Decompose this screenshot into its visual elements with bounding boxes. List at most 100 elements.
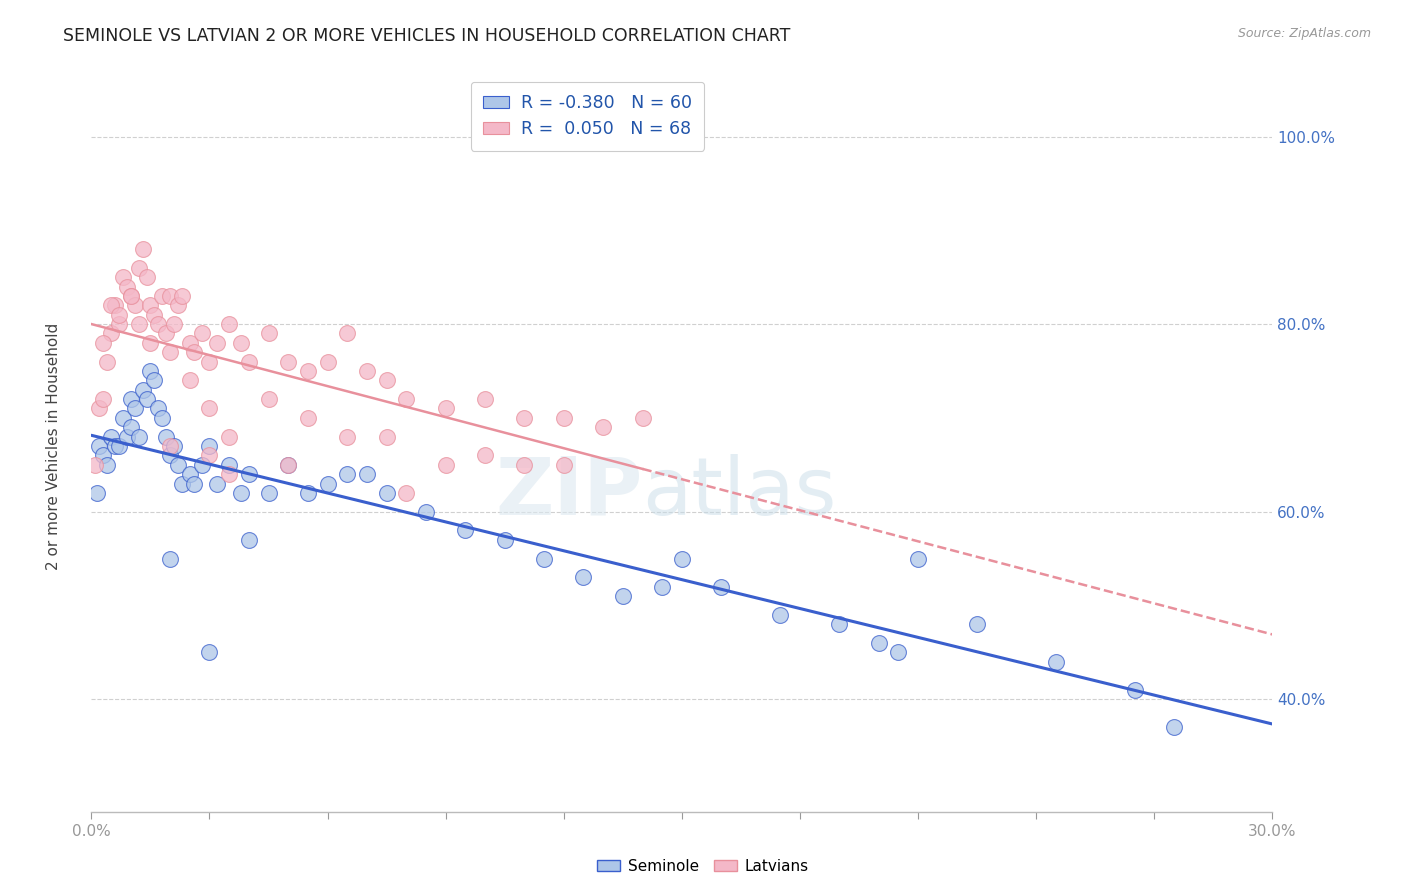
Point [218,429,240,443]
Point [887,645,910,659]
Point [769,607,792,622]
Point [143,373,166,387]
Point [257,326,280,341]
Point [183,476,205,491]
Point [297,410,319,425]
Point [316,476,339,491]
Point [238,354,260,368]
Point [671,551,693,566]
Point [128,429,150,443]
Point [120,289,142,303]
Point [179,467,201,482]
Point [229,486,252,500]
Point [257,486,280,500]
Point [316,354,339,368]
Point [533,551,555,566]
Point [336,429,359,443]
Text: atlas: atlas [643,454,837,532]
Point [148,317,170,331]
Point [139,298,162,312]
Point [159,439,181,453]
Point [207,335,229,350]
Point [1045,655,1067,669]
Point [163,439,186,453]
Text: Source: ZipAtlas.com: Source: ZipAtlas.com [1237,27,1371,40]
Point [135,270,157,285]
Text: SEMINOLE VS LATVIAN 2 OR MORE VEHICLES IN HOUSEHOLD CORRELATION CHART: SEMINOLE VS LATVIAN 2 OR MORE VEHICLES I… [63,27,790,45]
Point [150,289,173,303]
Point [277,354,299,368]
Point [592,420,614,434]
Point [155,326,177,341]
Point [198,449,221,463]
Point [207,476,229,491]
Point [513,410,536,425]
Point [375,373,398,387]
Point [572,570,595,584]
Point [1163,720,1185,734]
Point [91,335,114,350]
Point [115,279,138,293]
Point [198,439,221,453]
Point [1123,682,1146,697]
Point [631,410,654,425]
Point [238,467,260,482]
Point [907,551,929,566]
Point [139,364,162,378]
Point [143,308,166,322]
Point [198,645,221,659]
Point [434,458,457,472]
Point [179,373,201,387]
Point [115,429,138,443]
Point [218,317,240,331]
Point [159,345,181,359]
Point [120,420,142,434]
Point [612,589,634,603]
Point [474,449,496,463]
Point [159,551,181,566]
Legend: R = -0.380   N = 60, R =  0.050   N = 68: R = -0.380 N = 60, R = 0.050 N = 68 [471,82,704,151]
Point [100,298,122,312]
Point [190,326,212,341]
Point [170,476,193,491]
Point [155,429,177,443]
Point [375,429,398,443]
Point [336,326,359,341]
Point [297,486,319,500]
Legend: Seminole, Latvians: Seminole, Latvians [591,853,815,880]
Point [198,354,221,368]
Point [131,242,153,256]
Text: 2 or more Vehicles in Household: 2 or more Vehicles in Household [46,322,60,570]
Point [257,392,280,406]
Point [128,260,150,275]
Point [100,326,122,341]
Point [104,298,127,312]
Point [966,617,988,632]
Point [297,364,319,378]
Point [167,458,190,472]
Point [128,317,150,331]
Point [135,392,157,406]
Point [89,401,111,416]
Point [277,458,299,472]
Point [163,317,186,331]
Point [159,289,181,303]
Point [395,486,418,500]
Point [139,335,162,350]
Point [190,458,212,472]
Point [553,410,575,425]
Point [120,392,142,406]
Point [336,467,359,482]
Point [415,505,437,519]
Point [434,401,457,416]
Point [454,524,477,538]
Point [170,289,193,303]
Point [108,308,131,322]
Point [104,439,127,453]
Point [229,335,252,350]
Point [651,580,673,594]
Point [513,458,536,472]
Point [120,289,142,303]
Point [395,392,418,406]
Point [159,449,181,463]
